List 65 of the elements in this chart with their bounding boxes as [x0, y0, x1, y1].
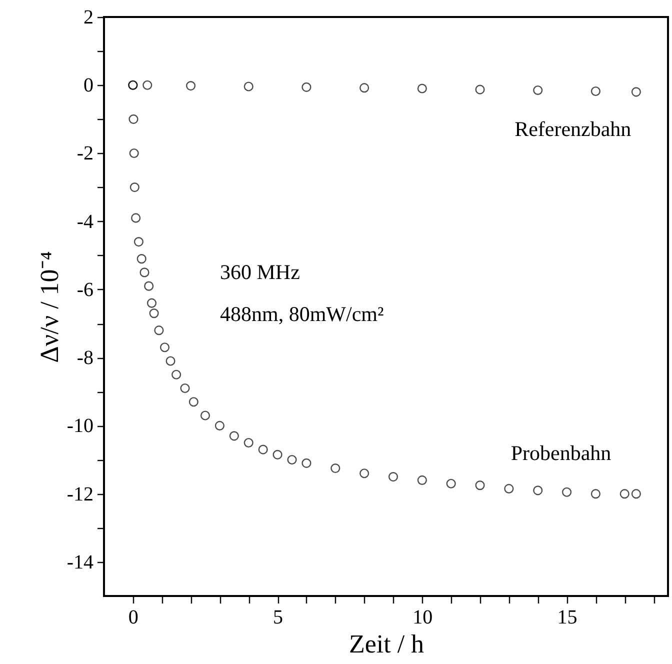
annotation: 488nm, 80mW/cm²	[220, 302, 384, 326]
point	[360, 468, 370, 478]
point	[130, 182, 140, 192]
x-tick-label: 0	[128, 606, 138, 628]
point	[620, 489, 630, 499]
point	[160, 342, 170, 352]
point	[131, 213, 141, 223]
point	[562, 487, 572, 497]
point	[475, 84, 485, 94]
y-tick-label: 0	[84, 74, 94, 97]
point	[590, 489, 600, 499]
point	[631, 87, 641, 97]
point	[446, 478, 456, 488]
y-tick-label: -14	[66, 551, 94, 574]
point	[154, 326, 164, 336]
series-label: Referenzbahn	[514, 116, 632, 141]
point	[360, 83, 370, 93]
point	[166, 356, 176, 366]
point	[144, 281, 154, 291]
point	[533, 486, 543, 496]
point	[129, 148, 139, 158]
y-tick-label: -4	[76, 210, 94, 233]
point	[475, 480, 485, 490]
point	[272, 450, 282, 460]
point	[200, 410, 210, 420]
point	[142, 80, 152, 90]
point	[136, 254, 146, 264]
point	[128, 114, 138, 124]
point	[229, 431, 239, 441]
annotation: 360 MHz	[220, 260, 300, 284]
series-label: Probenbahn	[510, 440, 612, 465]
point	[188, 397, 198, 407]
point	[302, 82, 312, 92]
point	[244, 82, 254, 92]
point	[504, 484, 514, 494]
point	[417, 84, 427, 94]
y-tick-label: 2	[84, 6, 94, 28]
point	[388, 472, 398, 482]
point	[140, 268, 150, 278]
x-tick-label: 15	[557, 606, 578, 628]
x-axis-title: Zeit / h	[348, 630, 424, 658]
point	[631, 489, 641, 499]
y-tick-label: -2	[76, 142, 94, 165]
point	[287, 454, 297, 465]
y-tick-label: -10	[66, 415, 94, 438]
y-axis-title: Δν/ν / 10⁻⁴	[34, 251, 64, 363]
point	[244, 438, 254, 448]
point	[180, 383, 190, 394]
point	[146, 298, 157, 308]
point	[214, 420, 224, 430]
y-tick-label: -8	[76, 347, 94, 370]
point	[172, 370, 182, 380]
point	[258, 444, 268, 454]
point	[134, 237, 144, 247]
point	[533, 85, 543, 95]
point	[417, 475, 427, 485]
y-tick-label: -6	[76, 278, 94, 301]
x-tick-label: 5	[273, 606, 284, 628]
point	[302, 458, 312, 468]
point	[330, 464, 340, 474]
point	[186, 81, 196, 91]
point	[149, 308, 159, 318]
point	[590, 86, 600, 96]
y-tick-label: -12	[66, 483, 94, 506]
x-tick-label: 10	[412, 606, 433, 628]
